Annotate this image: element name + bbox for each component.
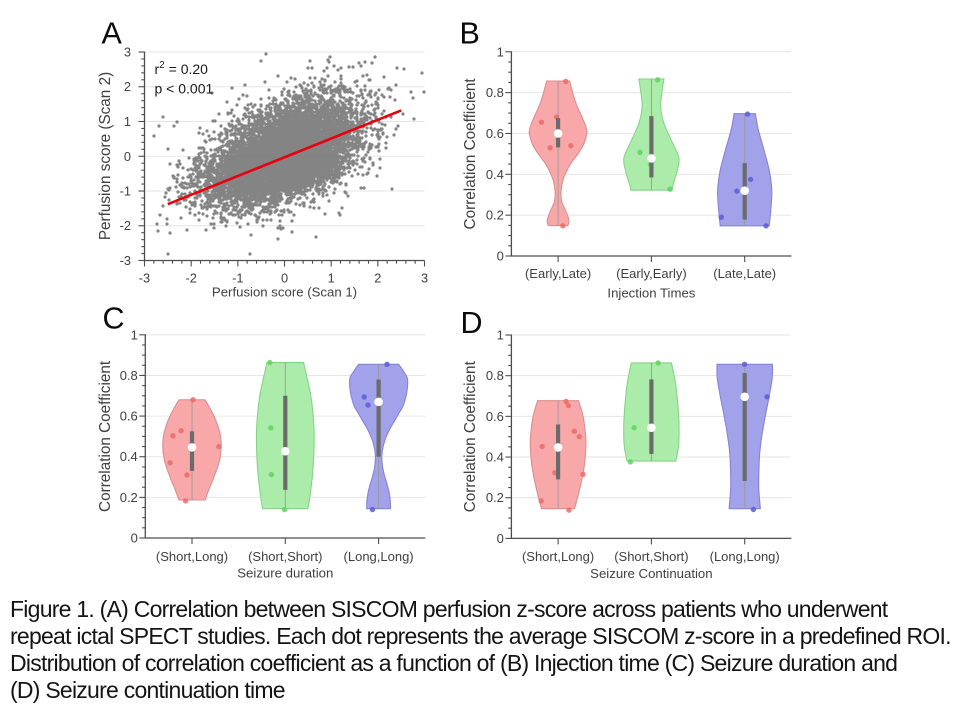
svg-text:0.4: 0.4 — [486, 167, 504, 182]
svg-text:1: 1 — [497, 44, 504, 59]
svg-text:1: 1 — [124, 114, 131, 129]
svg-text:(Long,Long): (Long,Long) — [344, 549, 414, 564]
svg-text:0: 0 — [131, 531, 138, 546]
svg-text:(Late,Late): (Late,Late) — [713, 266, 776, 281]
svg-text:Injection Times: Injection Times — [607, 286, 695, 301]
svg-text:0.4: 0.4 — [120, 449, 138, 464]
svg-text:Correlation Coefficient: Correlation Coefficient — [97, 360, 114, 512]
svg-text:0.8: 0.8 — [486, 368, 504, 383]
svg-text:Correlation Coefficient: Correlation Coefficient — [462, 78, 479, 230]
svg-text:(Early,Early): (Early,Early) — [616, 266, 687, 281]
svg-text:3: 3 — [124, 45, 131, 60]
svg-text:-1: -1 — [120, 184, 131, 199]
svg-text:(Short,Short): (Short,Short) — [614, 549, 688, 564]
svg-text:p < 0.001: p < 0.001 — [155, 81, 214, 97]
svg-text:(Short,Long): (Short,Long) — [156, 549, 228, 564]
svg-text:-1: -1 — [232, 271, 243, 286]
svg-text:0.6: 0.6 — [486, 409, 504, 424]
svg-text:(Early,Late): (Early,Late) — [525, 266, 591, 281]
svg-text:0.6: 0.6 — [120, 409, 138, 424]
svg-text:D: D — [461, 306, 483, 340]
svg-text:Seizure duration: Seizure duration — [237, 566, 333, 581]
svg-text:Seizure Continuation: Seizure Continuation — [590, 566, 712, 581]
svg-text:Correlation Coefficient: Correlation Coefficient — [462, 360, 479, 512]
svg-text:B: B — [460, 17, 480, 51]
svg-text:3: 3 — [421, 271, 428, 286]
svg-text:-2: -2 — [186, 271, 197, 286]
svg-text:(Short,Long): (Short,Long) — [522, 549, 594, 564]
svg-text:1: 1 — [328, 271, 335, 286]
svg-text:0.8: 0.8 — [486, 85, 504, 100]
svg-text:-3: -3 — [139, 271, 150, 286]
svg-text:-3: -3 — [120, 253, 131, 268]
svg-text:(Long,Long): (Long,Long) — [710, 549, 780, 564]
svg-text:0.2: 0.2 — [120, 490, 138, 505]
svg-text:0.6: 0.6 — [486, 126, 504, 141]
svg-text:(Short,Short): (Short,Short) — [248, 549, 322, 564]
svg-text:0: 0 — [124, 149, 131, 164]
svg-text:0.4: 0.4 — [486, 450, 504, 465]
svg-text:0.2: 0.2 — [486, 490, 504, 505]
svg-text:r2 = 0.20: r2 = 0.20 — [155, 60, 209, 77]
svg-text:2: 2 — [374, 271, 381, 286]
svg-text:C: C — [103, 302, 125, 336]
svg-text:A: A — [102, 17, 123, 51]
svg-text:0: 0 — [281, 271, 288, 286]
svg-text:0: 0 — [497, 531, 504, 546]
svg-text:1: 1 — [131, 327, 138, 342]
svg-text:1: 1 — [497, 328, 504, 343]
svg-text:Perfusion score (Scan 2): Perfusion score (Scan 2) — [97, 72, 114, 240]
svg-text:0.8: 0.8 — [120, 368, 138, 383]
svg-text:0: 0 — [497, 249, 504, 264]
svg-text:-2: -2 — [120, 218, 131, 233]
svg-text:Perfusion score (Scan 1): Perfusion score (Scan 1) — [212, 285, 357, 300]
svg-text:0.2: 0.2 — [486, 208, 504, 223]
svg-text:2: 2 — [124, 79, 131, 94]
